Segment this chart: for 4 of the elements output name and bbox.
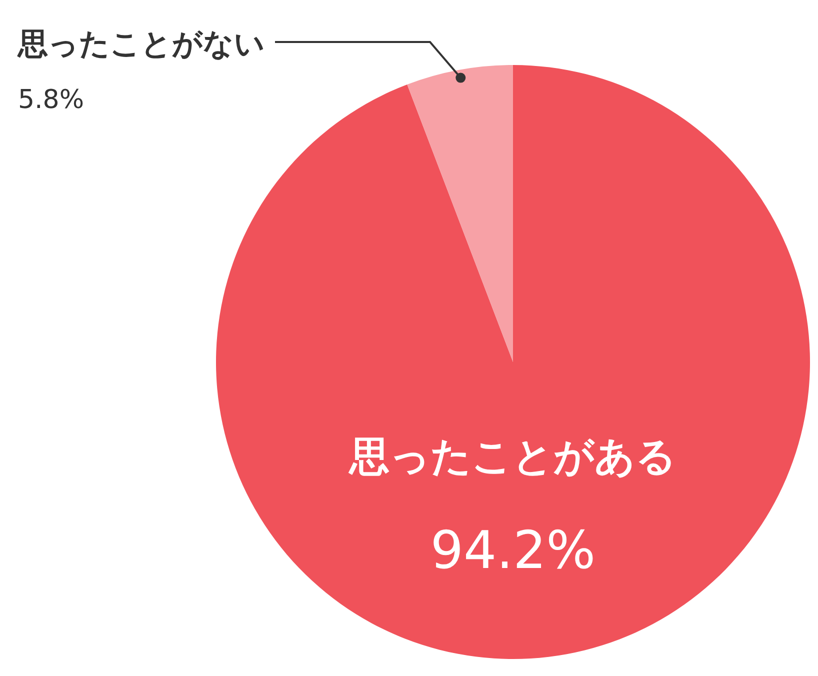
slice-label: 思ったことがある	[348, 434, 676, 480]
data-label: 94.2%	[430, 521, 596, 581]
slice-label: 思ったことがない	[17, 27, 265, 62]
data-label: 5.8%	[18, 85, 84, 115]
